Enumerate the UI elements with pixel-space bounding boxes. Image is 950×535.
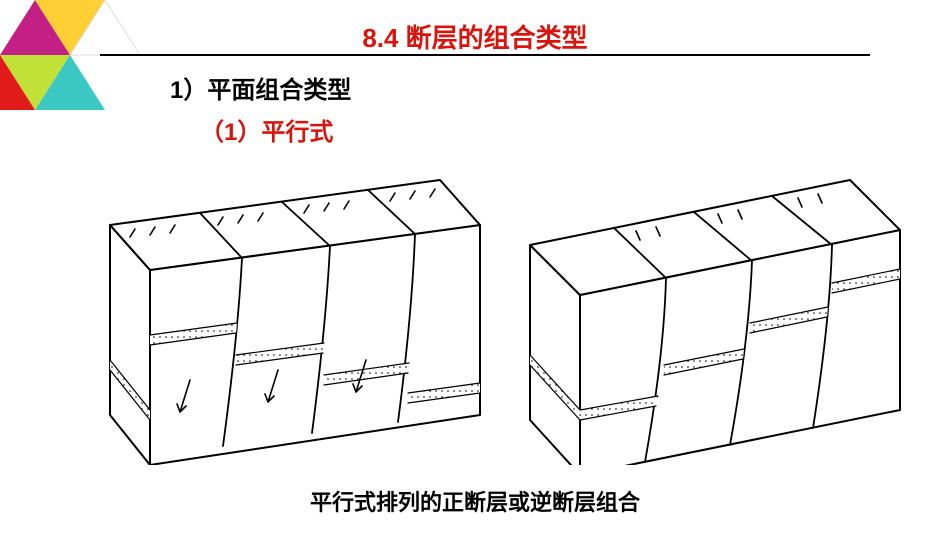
caption: 平行式排列的正断层或逆断层组合 bbox=[0, 485, 950, 517]
section-title: 8.4 断层的组合类型 bbox=[0, 18, 950, 55]
fault-diagrams bbox=[50, 155, 910, 465]
subheading-2: （1）平行式 bbox=[200, 112, 333, 147]
title-underline bbox=[100, 54, 870, 56]
subheading-1: 1）平面组合类型 bbox=[170, 70, 351, 105]
